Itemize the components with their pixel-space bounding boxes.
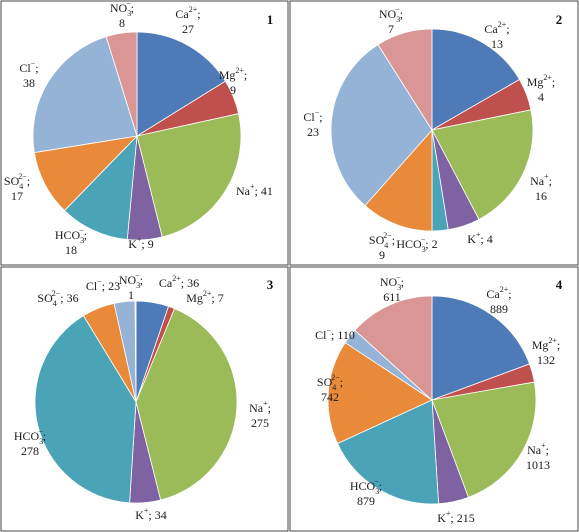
pie-slice-hco3 [34,315,137,504]
slice-label-so4: SO42−; 17 [4,172,30,203]
pie-slice-hco3 [63,134,138,240]
pie-slice-no3 [354,295,433,401]
slice-label-ca: Ca2+; 36 [159,274,199,290]
slice-label-no3: NO3−; 611 [380,273,404,304]
slice-label-ca: Ca2+; 13 [484,20,509,51]
slice-label-no3: NO3−; 1 [119,271,143,302]
slice-label-mg: Mg2+; 132 [532,336,561,367]
pie-slice-so4 [364,128,433,232]
slice-label-k: K+; 34 [135,506,167,522]
slice-label-ca: Ca2+; 889 [486,285,511,316]
slice-label-cl: Cl−; 23 [86,277,120,293]
slice-label-hco3: HCO3−; 278 [14,427,46,458]
panel-number: 4 [556,277,563,292]
slice-label-so4: SO42−; 36 [37,289,78,308]
slice-label-so4: SO42−; 742 [317,373,343,404]
slice-label-so4: SO42−; 9 [369,231,395,262]
slice-label-na: Na+; 41 [236,182,273,198]
slice-label-hco3: HCO3−; 2 [396,235,437,254]
pie-slice-so4 [327,342,433,445]
pie-slice-no3 [377,28,433,132]
slice-label-cl: Cl−; 110 [315,326,355,342]
pie-slice-ca [136,31,226,137]
pie-slice-na [135,308,238,501]
slice-label-no3: NO3−; 8 [110,0,134,30]
panel-1: Ca2+; 27 Mg2+; 9 Na+; 41 K+; 9 HCO3−; 18 SO42−; 1… [0,0,289,266]
slice-label-mg: Mg2+; 4 [527,73,556,104]
slice-label-na: Na+; 16 [530,172,552,203]
pie-slice-na [136,113,242,238]
slice-label-cl: Cl−; 23 [303,108,322,139]
panel-number: 2 [556,12,563,27]
panel-4: Ca2+; 889 Mg2+; 132 Na+; 1013 K+; 215 HCO3−; 879… [289,266,579,532]
pie-slice-ca [431,28,521,131]
slice-label-no3: NO3−; 7 [379,5,403,36]
pie-slice-ca [431,295,531,401]
pie-slice-na [431,109,534,220]
slice-label-ca: Ca2+; 27 [175,5,200,36]
slice-label-mg: Mg2+; 7 [186,289,224,305]
slice-label-k: K+; 9 [128,235,154,251]
slice-label-mg: Mg2+; 9 [219,66,248,97]
pie-slice-hco3 [336,399,440,505]
slice-label-na: Na+; 275 [249,399,271,430]
pie-slice-cl [330,44,433,207]
slice-label-hco3: HCO3−; 879 [350,477,382,508]
slice-label-hco3: HCO3−; 18 [55,226,87,257]
panel-number: 1 [267,12,274,27]
slice-label-cl: Cl−; 38 [19,59,38,90]
pie-slice-no3 [134,300,137,403]
slice-label-k: K+; 4 [467,230,493,246]
panel-number: 3 [267,277,274,292]
slice-label-k: K+; 215 [437,509,475,525]
pie-slice-cl [32,36,138,154]
pie-slice-no3 [105,31,138,137]
slice-label-na: Na+; 1013 [526,441,550,472]
